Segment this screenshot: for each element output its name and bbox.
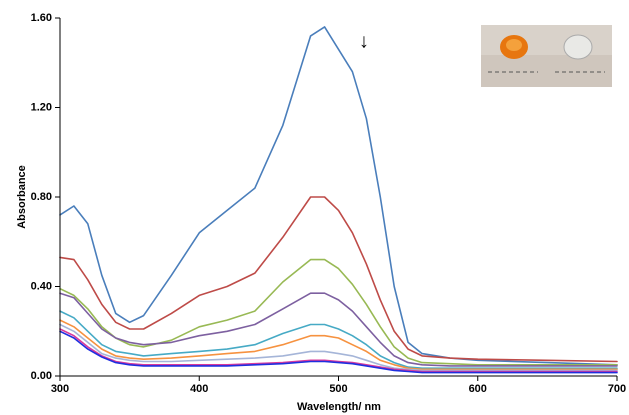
y-tick-label: 1.60 <box>31 12 52 24</box>
x-axis-title: Wavelength/ nm <box>297 401 381 413</box>
y-tick-label: 1.20 <box>31 101 52 113</box>
x-tick-label: 300 <box>51 383 69 395</box>
x-tick-label: 500 <box>329 383 347 395</box>
series-line <box>59 330 618 374</box>
series-line <box>59 310 618 369</box>
series-line <box>59 323 618 372</box>
series-line <box>59 196 618 363</box>
y-tick-label: 0.80 <box>31 191 52 203</box>
orange-vial-inner <box>506 39 522 51</box>
inset-photo <box>481 25 612 87</box>
x-tick-label: 600 <box>469 383 487 395</box>
series-line <box>59 328 618 373</box>
x-tick-label: 700 <box>608 383 626 395</box>
y-tick-label: 0.40 <box>31 280 52 292</box>
y-axis-title: Absorbance <box>16 165 28 229</box>
series-line <box>59 319 618 371</box>
y-tick-label: 0.00 <box>31 370 52 382</box>
series-line <box>59 292 618 367</box>
annotation-arrow: ↓ <box>359 30 369 52</box>
plot-area <box>59 26 618 374</box>
x-tick-label: 400 <box>190 383 208 395</box>
clear-vial <box>563 34 593 60</box>
series-line <box>59 258 618 366</box>
series-line <box>59 26 618 366</box>
